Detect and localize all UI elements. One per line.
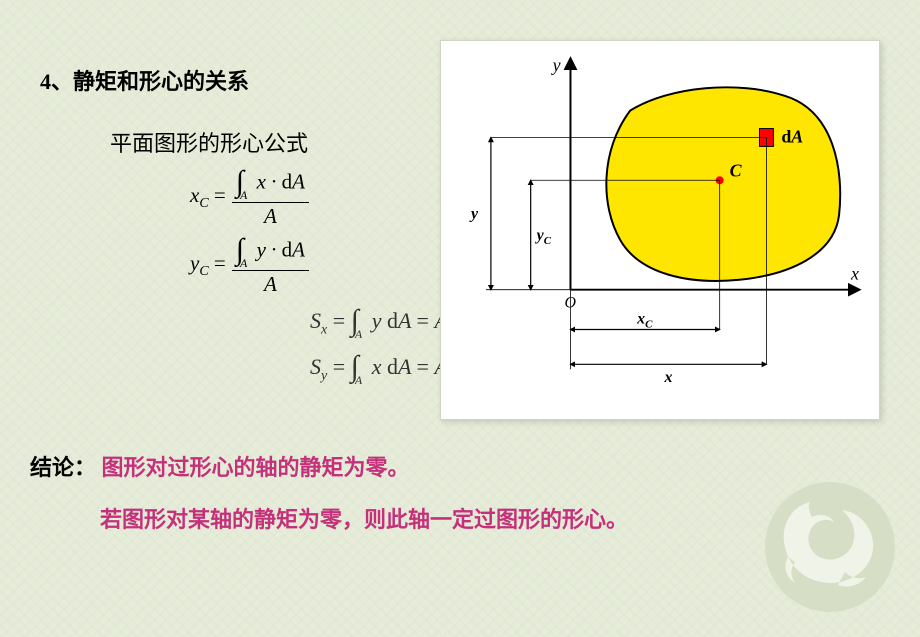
svg-text:O: O (565, 295, 577, 312)
centroid-diagram: dA Cy yC xC x Ox y (440, 40, 880, 420)
svg-text:x: x (850, 264, 859, 284)
conclusion-line2: 若图形对某轴的静矩为零，则此轴一定过图形的形心。 (100, 502, 628, 534)
conclusion-line1: 图形对过形心的轴的静矩为零。 (102, 455, 410, 480)
dragon-ornament-icon (760, 477, 900, 617)
svg-text:y: y (551, 55, 561, 75)
var-x: x (190, 183, 199, 207)
svg-text:dA: dA (781, 126, 803, 146)
svg-text:C: C (730, 160, 743, 180)
conclusion-block: 结论： 图形对过形心的轴的静矩为零。 若图形对某轴的静矩为零，则此轴一定过图形的… (30, 450, 628, 534)
sub-c: C (199, 197, 208, 212)
var-y: y (190, 251, 199, 275)
conclusion-label: 结论： (30, 455, 96, 480)
svg-text:y: y (469, 206, 479, 223)
svg-text:x: x (663, 369, 672, 386)
svg-text:yC: yC (535, 227, 552, 247)
svg-text:xC: xC (636, 311, 653, 331)
